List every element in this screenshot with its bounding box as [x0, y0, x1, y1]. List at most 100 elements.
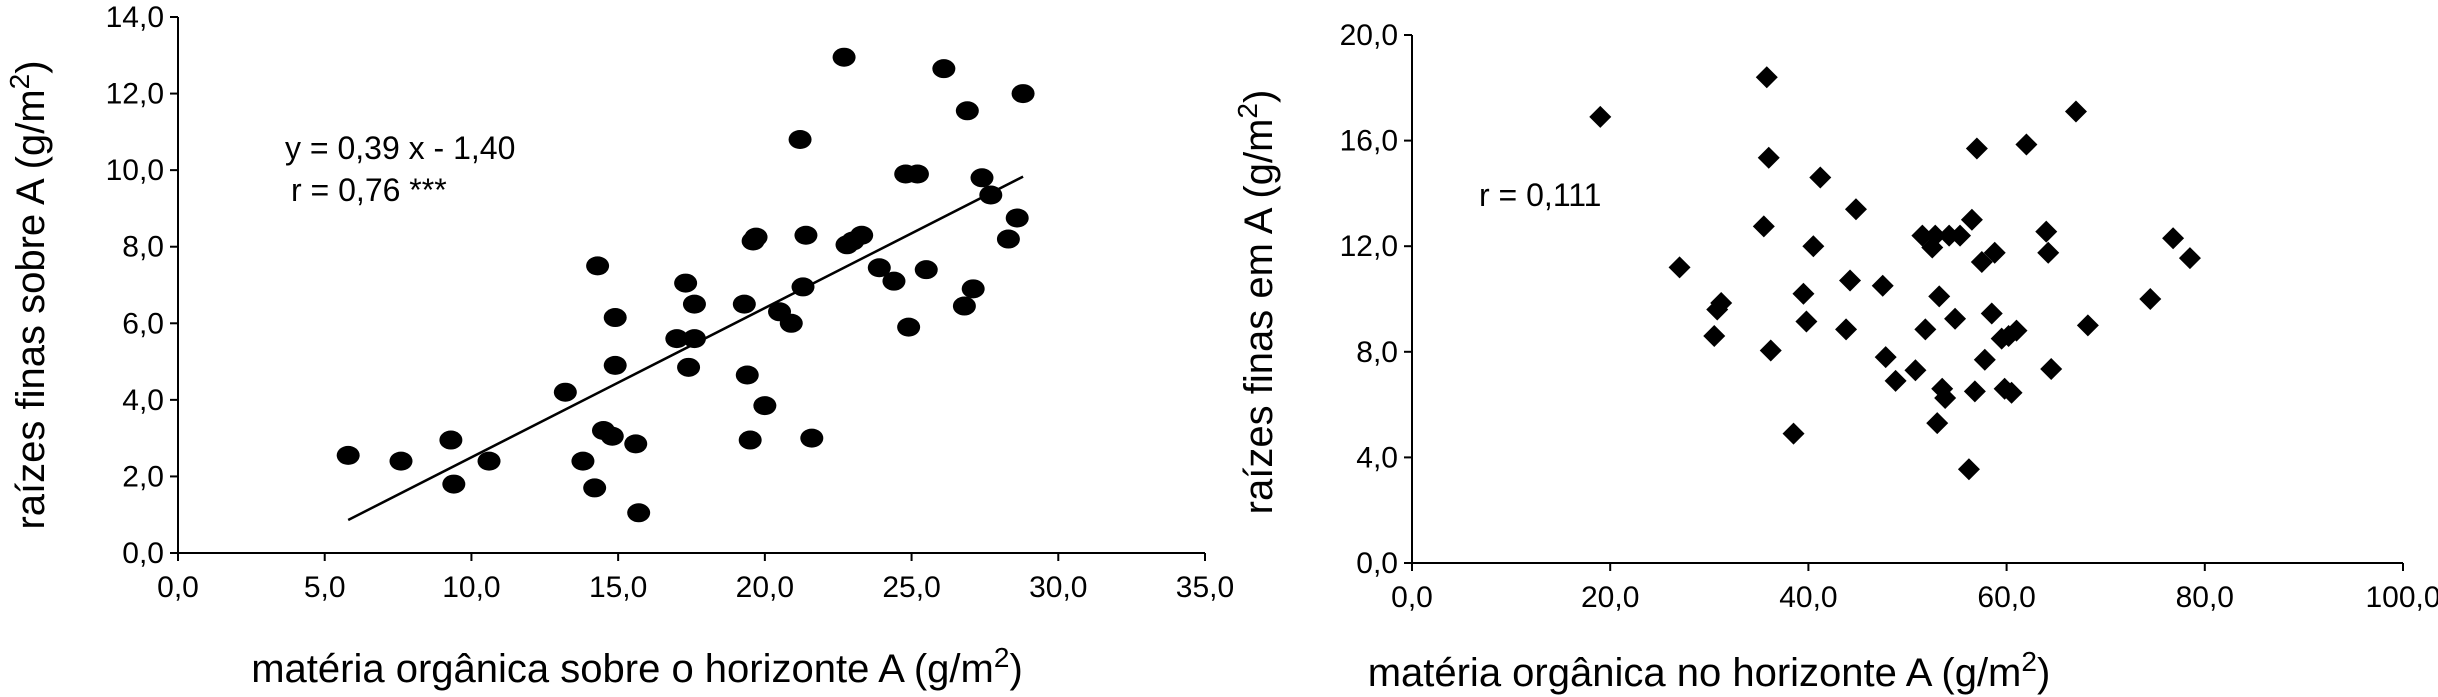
axes-right: [1411, 35, 2403, 564]
data-point-right: [1871, 274, 1894, 297]
data-point-right: [2064, 100, 2087, 123]
x-tick-label-left: 30,0: [1029, 571, 1087, 604]
points-right: [1589, 66, 2201, 481]
y-tick-label-right: 0,0: [1356, 547, 1398, 580]
x-axis-title-left-text: matéria orgânica sobre o horizonte A (g/…: [251, 647, 994, 691]
y-tick-label-left: 0,0: [122, 537, 164, 570]
data-point-right: [1589, 105, 1612, 128]
x-tick-label-right: 20,0: [1581, 581, 1639, 614]
data-point-left: [627, 503, 651, 523]
data-point-right: [1752, 215, 1775, 238]
x-tick-label-left: 10,0: [442, 571, 500, 604]
x-axis-title-left: matéria orgânica sobre o horizonte A (g/…: [251, 642, 1023, 691]
data-point-left: [788, 130, 812, 150]
data-point-right: [2162, 227, 2185, 250]
data-point-left: [850, 225, 874, 245]
data-point-right: [2178, 247, 2201, 270]
data-point-left: [603, 308, 627, 328]
data-point-right: [1782, 422, 1805, 445]
data-point-right: [1759, 339, 1782, 362]
y-axis-title-left: raízes finas sobre A (g/m2): [4, 60, 53, 529]
data-point-left: [905, 164, 929, 184]
data-point-right: [1703, 324, 1726, 347]
y-tick-label-right: 16,0: [1340, 125, 1398, 158]
x-axis-title-left-sup: 2: [994, 642, 1010, 673]
data-point-left: [477, 451, 501, 471]
data-point-left: [914, 260, 938, 280]
x-axis-title-right-end: ): [2037, 651, 2050, 695]
data-point-left: [961, 279, 985, 299]
data-point-right: [1795, 310, 1818, 333]
data-point-right: [2139, 288, 2162, 310]
data-point-left: [1005, 208, 1029, 228]
data-point-left: [665, 329, 689, 349]
x-axis-title-right-sup: 2: [2021, 646, 2037, 677]
x-axis-title-right-text: matéria orgânica no horizonte A (g/m: [1368, 651, 2022, 695]
equation-annotation: y = 0,39 x - 1,40: [285, 130, 515, 166]
data-point-left: [932, 59, 956, 79]
data-point-right: [1835, 318, 1858, 341]
data-point-right: [1884, 369, 1907, 392]
data-point-right: [2076, 314, 2099, 337]
data-point-right: [1980, 302, 2003, 325]
data-point-right: [1710, 291, 1733, 314]
x-tick-label-left: 35,0: [1176, 571, 1234, 604]
y-tick-label-right: 4,0: [1356, 441, 1398, 474]
data-point-right: [2040, 357, 2063, 380]
x-tick-label-left: 25,0: [882, 571, 940, 604]
data-point-right: [2015, 133, 2038, 156]
data-point-right: [1970, 251, 1993, 274]
data-point-right: [1983, 241, 2006, 264]
data-point-left: [389, 451, 413, 471]
data-point-left: [970, 168, 994, 188]
data-point-left: [735, 365, 759, 385]
data-point-right: [2035, 220, 2058, 243]
data-point-right: [1924, 224, 1947, 247]
y-axis-title-left-text: raízes finas sobre A (g/m: [9, 89, 53, 529]
y-tick-label-left: 8,0: [122, 231, 164, 264]
data-point-left: [553, 382, 577, 402]
data-point-right: [1802, 235, 1825, 258]
data-point-left: [732, 294, 756, 314]
y-tick-label-left: 12,0: [106, 78, 164, 111]
data-point-right: [1839, 269, 1862, 292]
data-point-left: [779, 313, 803, 333]
data-point-right: [1926, 412, 1949, 435]
x-tick-label-left: 0,0: [157, 571, 199, 604]
y-tick-label-right: 12,0: [1340, 230, 1398, 263]
y-tick-label-left: 6,0: [122, 307, 164, 340]
data-point-left: [583, 478, 607, 498]
data-point-left: [996, 229, 1020, 249]
data-point-left: [800, 428, 824, 448]
data-point-left: [586, 256, 610, 276]
data-point-right: [1904, 359, 1927, 382]
x-tick-label-right: 0,0: [1391, 581, 1433, 614]
regression-line: [347, 175, 1024, 522]
data-point-left: [442, 474, 466, 494]
y-tick-label-right: 20,0: [1340, 19, 1398, 52]
data-point-left: [955, 101, 979, 121]
x-tick-label-right: 60,0: [1977, 581, 2035, 614]
data-point-left: [336, 445, 360, 465]
data-point-right: [1957, 458, 1980, 481]
data-point-left: [674, 273, 698, 293]
data-point-left: [1011, 84, 1035, 104]
data-point-left: [682, 294, 706, 314]
trendline-group-left: [347, 175, 1024, 522]
axes-left: [177, 17, 1205, 554]
data-point-right: [1949, 224, 1972, 247]
r-annotation-left: r = 0,76 ***: [291, 172, 447, 208]
data-point-right: [1844, 198, 1867, 221]
x-tick-label-left: 15,0: [589, 571, 647, 604]
data-point-left: [794, 225, 818, 245]
x-tick-label-left: 20,0: [736, 571, 794, 604]
data-point-right: [1914, 318, 1937, 341]
data-point-right: [1668, 256, 1691, 279]
data-point-left: [832, 47, 856, 67]
y-axis-title-left-end: ): [9, 60, 53, 73]
y-tick-label-left: 10,0: [106, 154, 164, 187]
x-tick-label-left: 5,0: [304, 571, 346, 604]
data-point-left: [682, 329, 706, 349]
ticks-left: 0,0 5,0 10,0 15,0 20,0 25,0 30,0 35,0 0,0 2,0 4,0 6…: [106, 1, 1235, 604]
